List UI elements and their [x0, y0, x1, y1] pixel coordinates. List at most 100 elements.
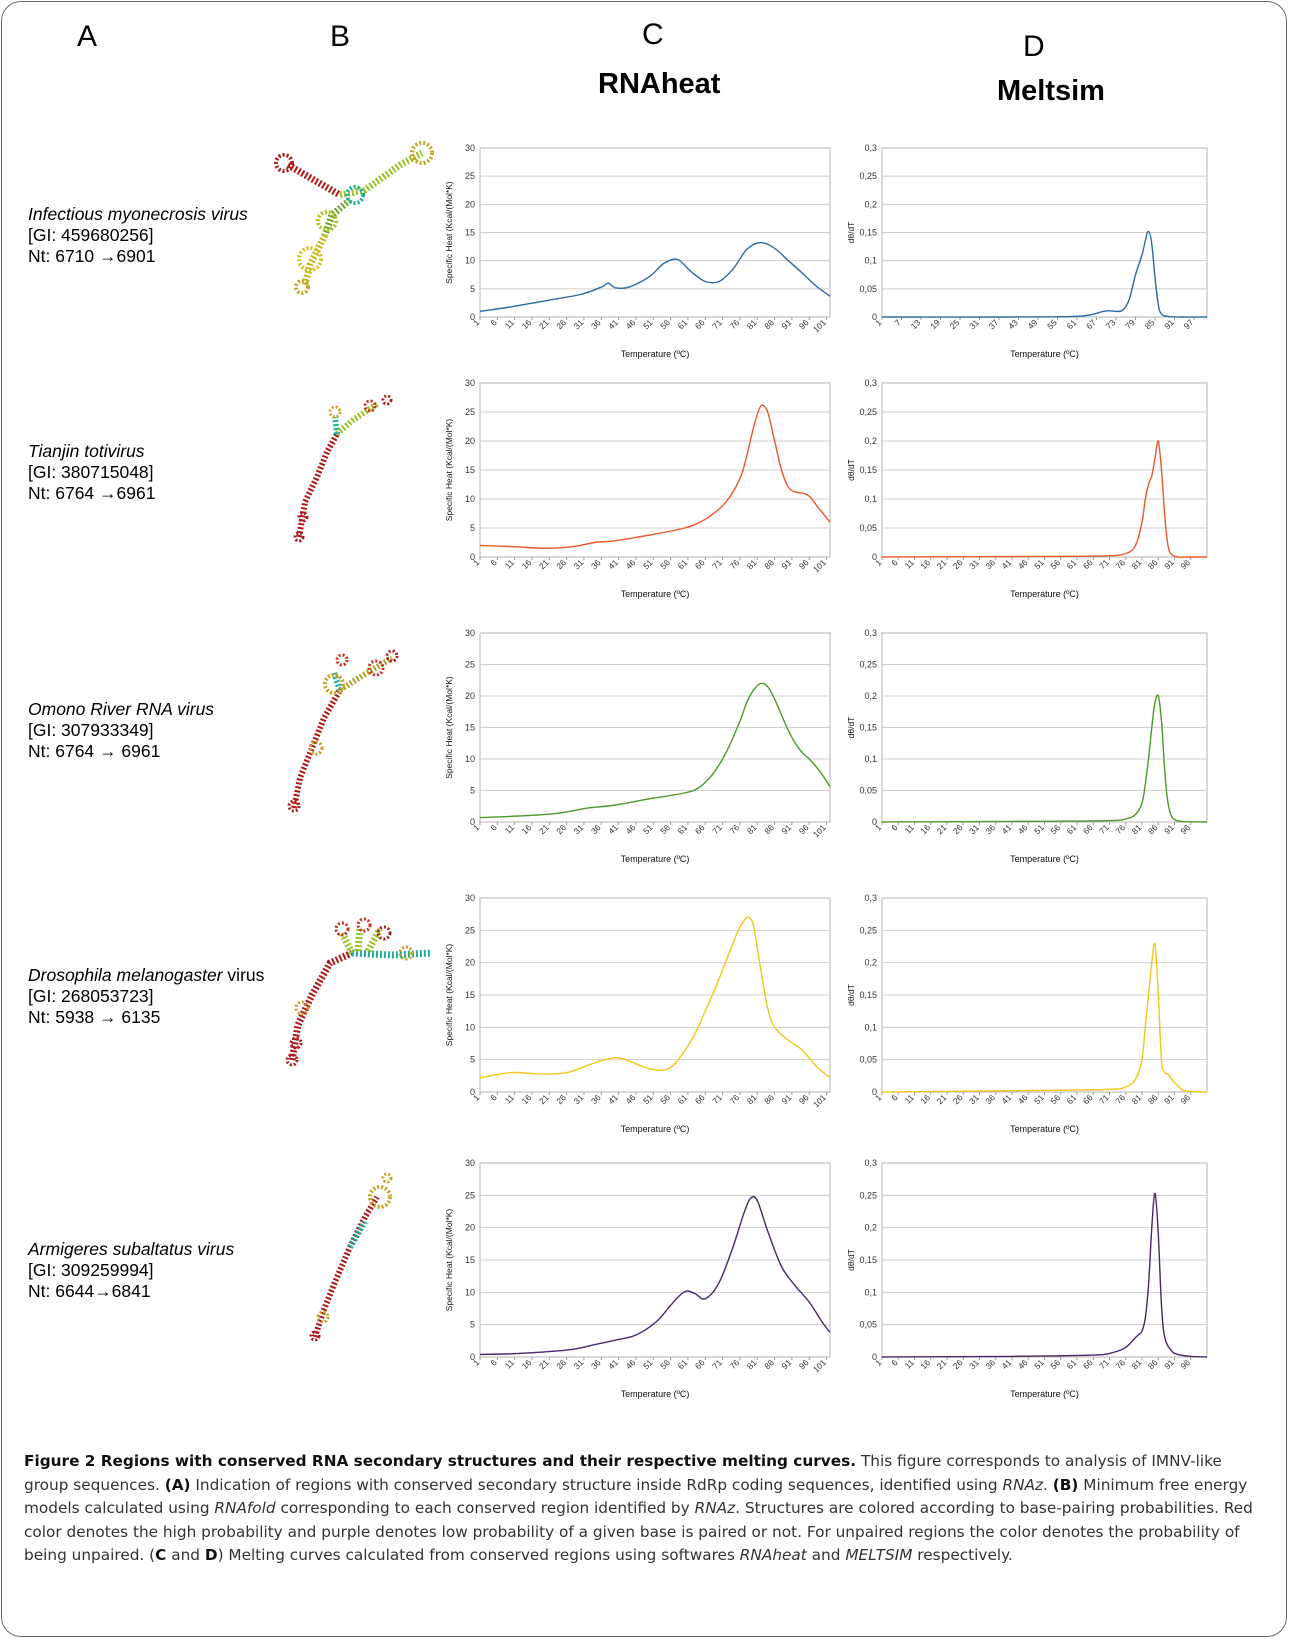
rna-structure-4	[285, 917, 433, 1067]
virus-name: Infectious myonecrosis virus	[28, 204, 248, 224]
y-tick-label: 5	[470, 1320, 475, 1330]
x-tick-label: 6	[488, 822, 499, 833]
y-tick-label: 0,25	[859, 660, 877, 670]
x-axis-label: Temperature (ºC)	[621, 1389, 690, 1399]
nt-range: Nt: 6764 →6961	[28, 483, 156, 503]
row-label-5: Armigeres subaltatus virus [GI: 30925999…	[28, 1239, 234, 1302]
y-tick-label: 25	[465, 925, 475, 935]
y-tick-label: 25	[465, 660, 475, 670]
x-tick-label: 1	[873, 1092, 884, 1103]
y-tick-label: 0,1	[864, 1022, 877, 1032]
caption-tag-d: D	[204, 1546, 218, 1564]
y-tick-label: 0,25	[859, 925, 877, 935]
y-axis-label: Specific Heat (Kcal/(Mol*K)	[444, 944, 454, 1047]
x-axis-label: Temperature (ºC)	[621, 1124, 690, 1134]
column-header-d: D	[1023, 30, 1045, 63]
y-tick-label: 0,15	[859, 990, 877, 1000]
caption-title: Figure 2 Regions with conserved RNA seco…	[24, 1452, 857, 1470]
x-tick-label: 6	[889, 822, 900, 833]
series-line	[479, 404, 831, 550]
y-tick-label: 25	[465, 1190, 475, 1200]
meltsim-chart-4: 00,050,10,150,20,250,31 6 11 16 21 26 31 36 41 46…	[846, 893, 1208, 1134]
y-tick-label: 30	[465, 143, 475, 153]
meltsim-chart-1: 00,050,10,150,20,250,31 7 13 19 25 31 37 43 49 55…	[846, 143, 1208, 359]
y-tick-label: 0,05	[859, 786, 877, 796]
y-axis-label: dθ/dT	[846, 1249, 856, 1271]
x-tick-label: 1	[873, 822, 884, 833]
meltsim-chart-3: 00,050,10,150,20,250,31 6 11 16 21 26 31 36 41 46…	[846, 628, 1208, 864]
virus-name: Drosophila melanogaster	[28, 965, 223, 985]
caption-text: .	[1043, 1475, 1053, 1494]
caption-text: This figure corresponds to analysis of I…	[24, 1452, 1222, 1494]
x-axis-label: Temperature (ºC)	[621, 589, 690, 599]
y-tick-label: 0	[872, 552, 877, 562]
y-tick-label: 0	[872, 1352, 877, 1362]
y-tick-label: 0	[872, 817, 877, 827]
row-label-3: Omono River RNA virus [GI: 307933349] Nt…	[28, 699, 214, 762]
column-header-b: B	[330, 20, 351, 53]
caption-tag-b: (B)	[1052, 1475, 1079, 1494]
y-tick-label: 15	[465, 1255, 475, 1265]
gi-number: [GI: 459680256]	[28, 225, 154, 245]
nt-range: Nt: 6710 →6901	[28, 246, 156, 266]
y-axis-label: Specific Heat (Kcal/(Mol*K)	[444, 1209, 454, 1312]
y-tick-label: 0,25	[859, 171, 877, 181]
y-tick-label: 0,1	[864, 256, 877, 266]
y-axis-label: Specific Heat (Kcal/(Mol*K)	[444, 419, 454, 522]
y-tick-label: 0	[872, 312, 877, 322]
y-axis-label: dθ/dT	[846, 459, 856, 481]
y-tick-label: 5	[470, 523, 475, 533]
y-tick-label: 0,3	[864, 628, 877, 638]
y-axis-label: dθ/dT	[846, 984, 856, 1006]
y-tick-label: 0,3	[864, 378, 877, 388]
caption-software-meltsim: MELTSIM	[845, 1546, 913, 1564]
virus-name: Omono River RNA virus	[28, 699, 215, 719]
y-tick-label: 0,25	[859, 1190, 877, 1200]
y-tick-label: 20	[465, 691, 475, 701]
caption-software-rnaheat: RNAheat	[739, 1546, 807, 1564]
caption-text: and	[806, 1546, 846, 1564]
series-line	[881, 230, 1208, 318]
x-axis-label: Temperature (ºC)	[1010, 1389, 1079, 1399]
y-tick-label: 0,05	[859, 523, 877, 533]
series-line	[479, 682, 831, 819]
y-tick-label: 0	[872, 1087, 877, 1097]
y-tick-label: 0,3	[864, 1158, 877, 1168]
y-tick-label: 0,2	[864, 436, 877, 446]
y-tick-label: 0,15	[859, 465, 877, 475]
x-tick-label: 101	[811, 822, 828, 839]
y-tick-label: 0,05	[859, 1320, 877, 1330]
caption-text: . Structures are colored according to ba…	[24, 1499, 1253, 1564]
meltsim-title: Meltsim	[997, 75, 1105, 107]
y-tick-label: 20	[465, 1223, 475, 1233]
x-tick-label: 1	[471, 1092, 482, 1103]
virus-name: Tianjin totivirus	[28, 441, 145, 461]
y-tick-label: 0,25	[859, 407, 877, 417]
y-tick-label: 25	[465, 171, 475, 181]
column-header-c: C	[642, 18, 664, 51]
caption-text: respectively.	[912, 1546, 1013, 1564]
x-tick-label: 101	[811, 1357, 828, 1374]
y-tick-label: 0,05	[859, 1055, 877, 1065]
y-tick-label: 10	[465, 494, 475, 504]
x-tick-label: 1	[471, 317, 482, 328]
x-tick-label: 6	[488, 1092, 499, 1103]
x-tick-label: 1	[873, 317, 884, 328]
gi-number: [GI: 268053723]	[28, 986, 154, 1006]
caption-software-rnafold: RNAfold	[214, 1499, 276, 1517]
y-tick-label: 20	[465, 958, 475, 968]
y-tick-label: 10	[465, 256, 475, 266]
y-tick-label: 0,3	[864, 893, 877, 903]
y-tick-label: 0,15	[859, 723, 877, 733]
caption-text: corresponding to each conserved region i…	[275, 1499, 695, 1517]
x-axis-label: Temperature (ºC)	[621, 854, 690, 864]
gi-number: [GI: 309259994]	[28, 1260, 154, 1280]
series-line	[479, 916, 831, 1079]
y-tick-label: 5	[470, 786, 475, 796]
x-tick-label: 6	[889, 557, 900, 568]
caption-tag-c: C	[155, 1546, 167, 1564]
